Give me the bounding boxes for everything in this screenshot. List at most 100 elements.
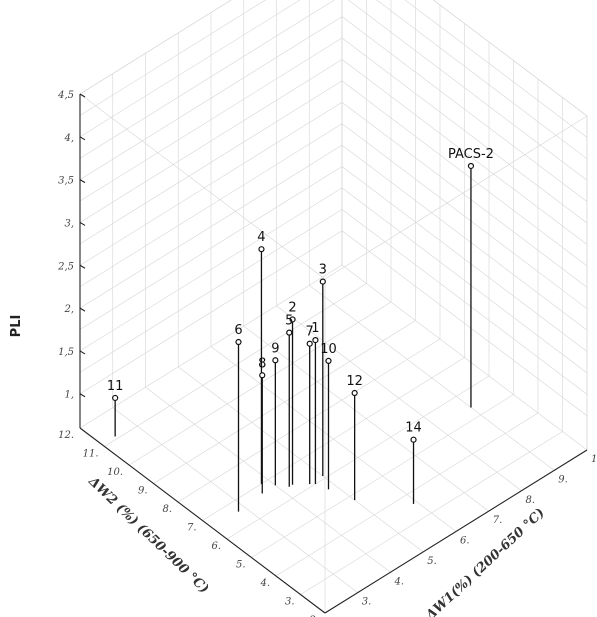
grid-line bbox=[79, 230, 343, 394]
grid-line bbox=[341, 102, 588, 288]
grid-line bbox=[79, 80, 343, 245]
box-edge bbox=[324, 115, 588, 280]
grid-line bbox=[79, 102, 343, 266]
grid-line bbox=[79, 59, 343, 223]
grid-line bbox=[79, 16, 343, 180]
grid-line bbox=[79, 123, 343, 287]
y-tick-label: 5. bbox=[236, 560, 246, 571]
grid-line bbox=[300, 431, 563, 595]
data-point bbox=[410, 436, 417, 443]
grid-line bbox=[341, 166, 588, 352]
data-point-label: 9 bbox=[271, 341, 279, 356]
z-tick-mark bbox=[79, 350, 86, 355]
grid-line bbox=[79, 0, 301, 138]
grid-line bbox=[104, 283, 367, 447]
grid-line bbox=[341, 16, 588, 202]
data-point bbox=[272, 357, 279, 364]
data-point-label: 6 bbox=[234, 323, 242, 338]
grid-line bbox=[341, 209, 588, 395]
y-tick-label: 3. bbox=[285, 597, 295, 608]
z-tick-label: 3,5 bbox=[58, 176, 74, 187]
grid-line bbox=[341, 144, 588, 331]
grid-line bbox=[79, 0, 335, 159]
z-tick-mark bbox=[79, 93, 86, 98]
data-point bbox=[258, 246, 265, 253]
y-tick-label: 11. bbox=[83, 449, 99, 460]
z-tick-label: 2, bbox=[63, 304, 74, 315]
y-axis-line bbox=[79, 427, 326, 614]
grid-line bbox=[341, 80, 588, 267]
z-tick-mark bbox=[79, 307, 86, 312]
grid-line bbox=[251, 394, 514, 558]
x-axis-line bbox=[324, 449, 588, 614]
x-tick-label: 3. bbox=[362, 597, 372, 608]
data-point bbox=[467, 162, 475, 170]
grid-line bbox=[79, 0, 267, 116]
data-point bbox=[351, 389, 358, 397]
x-tick-label: 5. bbox=[427, 556, 437, 567]
z-tick-mark bbox=[79, 221, 86, 226]
point-stems bbox=[114, 165, 472, 512]
x-tick-label: 7. bbox=[493, 515, 503, 526]
grid-line bbox=[79, 166, 343, 330]
z-tick-mark bbox=[79, 264, 86, 269]
grid-line bbox=[202, 357, 465, 521]
y-axis-title: ΔW2 (%) (650-900 °C) bbox=[85, 474, 212, 597]
x-tick-label: 9. bbox=[558, 474, 568, 485]
data-point-label: 14 bbox=[405, 421, 422, 436]
grid-line bbox=[341, 123, 588, 309]
grid-line bbox=[128, 301, 392, 466]
box-edge bbox=[79, 0, 232, 95]
grid-line bbox=[404, 0, 588, 138]
z-tick-label: 4,5 bbox=[57, 90, 74, 101]
grid-line bbox=[341, 37, 588, 224]
y-tick-label: 9. bbox=[138, 486, 148, 497]
z-tick-mark bbox=[79, 179, 86, 184]
z-tick-label: 4, bbox=[63, 133, 74, 144]
data-point-label: 11 bbox=[107, 379, 124, 394]
tick-labels: 1, 1,5 2, 2,5 3, 3,5 4, 4,5 2. 3. 4. 5. 6. 7. 8. 9. 10. 1… bbox=[57, 90, 597, 617]
y-tick-label: 8. bbox=[162, 504, 172, 515]
data-point-label: 12 bbox=[346, 374, 363, 389]
data-point bbox=[259, 372, 266, 379]
grid-line bbox=[153, 320, 416, 484]
data-point-label: 4 bbox=[257, 230, 265, 245]
data-point-label: 10 bbox=[320, 342, 337, 357]
data-point bbox=[235, 338, 242, 346]
grid-line bbox=[341, 230, 588, 416]
y-tick-label: 4. bbox=[259, 578, 270, 589]
gridlines bbox=[79, 0, 588, 614]
z-tick-label: 1, bbox=[64, 390, 74, 401]
y-tick-label: 2. bbox=[308, 615, 319, 617]
z-tick-label: 1,5 bbox=[58, 347, 74, 358]
data-point-label: 2 bbox=[288, 300, 296, 315]
box-edge bbox=[79, 93, 326, 280]
y-tick-label: 12. bbox=[58, 430, 74, 441]
data-point bbox=[286, 329, 293, 336]
axis-lines bbox=[79, 94, 588, 614]
grid-line bbox=[226, 375, 490, 540]
data-point bbox=[306, 340, 313, 347]
box-edge bbox=[432, 0, 588, 117]
z-tick-mark bbox=[79, 393, 86, 398]
grid-line bbox=[275, 412, 539, 577]
data-point-label: 5 bbox=[285, 314, 293, 329]
data-point-label: 1 bbox=[311, 321, 319, 336]
grid-line bbox=[341, 59, 588, 245]
data-point bbox=[325, 357, 332, 364]
x-tick-label: 4. bbox=[394, 576, 405, 587]
data-point-label: 7 bbox=[306, 325, 314, 340]
x-axis-title: ΔW1(%) (200-650 °C) bbox=[423, 506, 548, 617]
z-axis-title: PLI bbox=[9, 315, 24, 338]
grid-line bbox=[79, 144, 343, 309]
data-point-label: 3 bbox=[319, 263, 327, 278]
z-tick-mark bbox=[79, 136, 86, 141]
grid-line bbox=[341, 187, 588, 374]
data-point bbox=[312, 337, 319, 344]
data-point bbox=[112, 394, 119, 402]
grid-line bbox=[79, 37, 343, 202]
z-tick-label: 2,5 bbox=[57, 261, 74, 272]
grid-line bbox=[79, 187, 343, 352]
